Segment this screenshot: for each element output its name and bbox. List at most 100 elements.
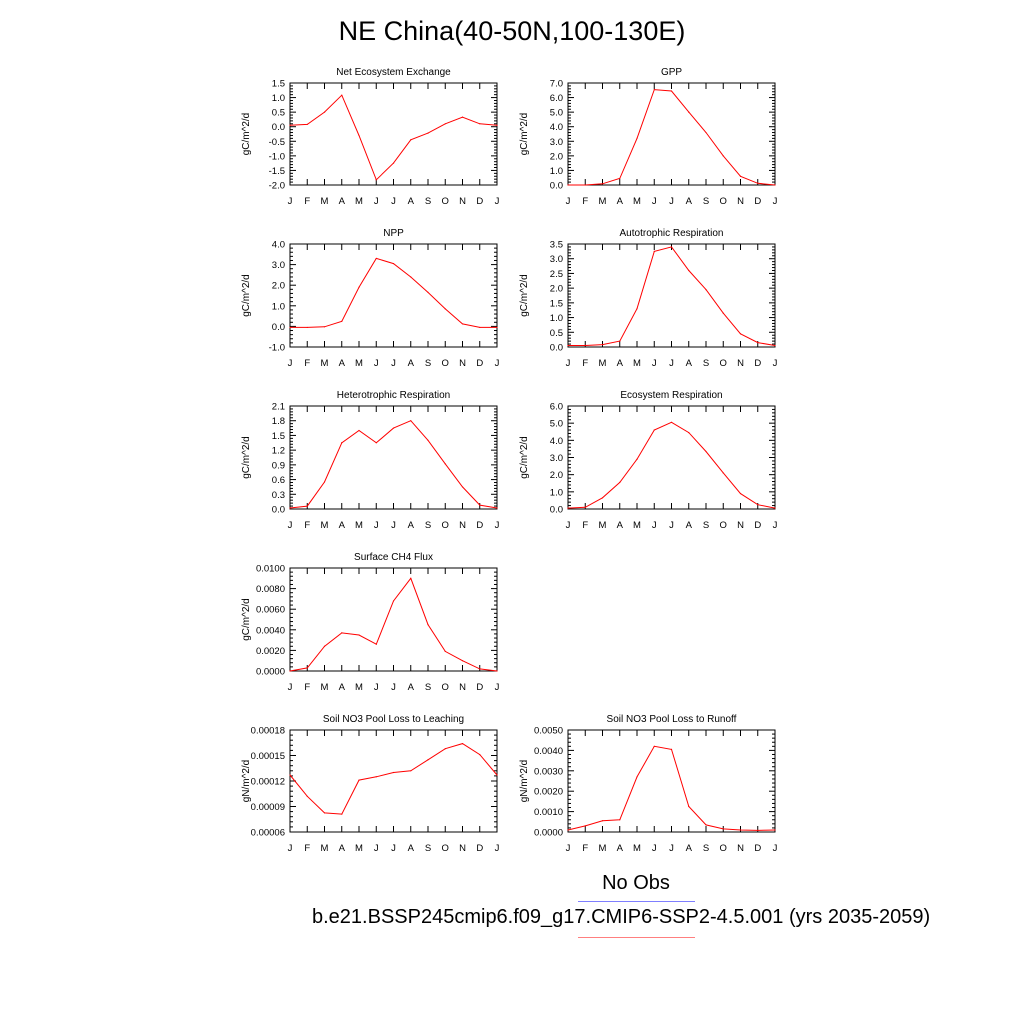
x-tick-label: A bbox=[339, 358, 346, 369]
x-tick-label: A bbox=[686, 358, 693, 369]
data-point bbox=[653, 429, 655, 431]
data-point bbox=[306, 505, 308, 507]
y-tick-label: 5.0 bbox=[550, 419, 563, 430]
plot-frame bbox=[289, 82, 498, 186]
y-tick-label: 0.0080 bbox=[256, 584, 285, 595]
data-point bbox=[479, 668, 481, 670]
data-point bbox=[496, 507, 498, 509]
x-tick-label: J bbox=[391, 358, 396, 369]
data-point bbox=[688, 432, 690, 434]
x-tick-label: F bbox=[582, 843, 588, 854]
data-point bbox=[427, 439, 429, 441]
y-tick-label: -1.0 bbox=[269, 343, 285, 354]
x-tick-label: J bbox=[652, 358, 657, 369]
x-tick-label: J bbox=[773, 843, 778, 854]
y-tick-label: 0.0000 bbox=[534, 828, 563, 839]
panel-title: NPP bbox=[383, 228, 404, 239]
x-tick-label: D bbox=[476, 520, 483, 531]
data-point bbox=[670, 246, 673, 248]
data-point bbox=[739, 175, 742, 177]
data-point bbox=[636, 458, 638, 460]
y-tick-label: 0.0050 bbox=[534, 726, 563, 737]
x-tick-label: D bbox=[476, 196, 483, 207]
y-tick-label: 1.0 bbox=[550, 487, 563, 498]
x-tick-label: N bbox=[737, 843, 744, 854]
data-point bbox=[410, 420, 412, 422]
panel-title: Heterotrophic Respiration bbox=[337, 390, 450, 401]
data-point bbox=[722, 472, 724, 474]
data-point bbox=[496, 774, 498, 776]
y-tick-label: 0.0 bbox=[272, 122, 285, 133]
x-tick-label: S bbox=[703, 843, 709, 854]
plot-frame bbox=[567, 243, 776, 348]
x-tick-label: J bbox=[495, 520, 500, 531]
data-point bbox=[358, 134, 360, 137]
data-point bbox=[358, 634, 360, 636]
x-tick-label: F bbox=[582, 358, 588, 369]
data-point bbox=[653, 88, 655, 91]
x-tick-label: N bbox=[737, 358, 744, 369]
x-tick-label: D bbox=[754, 843, 761, 854]
panel-title: Ecosystem Respiration bbox=[620, 390, 722, 401]
x-tick-label: J bbox=[495, 843, 500, 854]
y-tick-label: 6.0 bbox=[550, 93, 563, 104]
data-point bbox=[461, 116, 464, 118]
data-point bbox=[375, 179, 377, 181]
data-point bbox=[636, 137, 638, 139]
series-line bbox=[568, 246, 776, 346]
data-point bbox=[410, 770, 412, 772]
x-tick-label: J bbox=[391, 196, 396, 207]
x-tick-label: S bbox=[425, 682, 431, 693]
x-tick-label: A bbox=[686, 196, 693, 207]
x-tick-label: M bbox=[321, 196, 329, 207]
chart-panel: Ecosystem Respiration gC/m^2/d 0.0 1.0 2.0 3.… bbox=[519, 390, 778, 531]
x-tick-label: A bbox=[617, 196, 624, 207]
data-point bbox=[341, 442, 343, 444]
y-tick-label: 4.0 bbox=[550, 122, 563, 133]
data-point bbox=[410, 276, 412, 278]
data-point bbox=[461, 323, 464, 325]
data-point bbox=[375, 776, 377, 778]
y-tick-label: 0.0000 bbox=[256, 667, 285, 678]
y-tick-label: 0.0020 bbox=[256, 646, 285, 657]
y-tick-label: 1.5 bbox=[272, 431, 285, 442]
x-tick-label: J bbox=[773, 196, 778, 207]
data-point bbox=[757, 504, 759, 506]
x-tick-label: M bbox=[633, 520, 641, 531]
data-point bbox=[392, 162, 395, 164]
y-axis-label: gN/m^2/d bbox=[241, 760, 252, 803]
data-point bbox=[653, 745, 655, 747]
y-tick-label: 0.0030 bbox=[534, 766, 563, 777]
x-tick-label: J bbox=[374, 196, 379, 207]
chart-panel: Surface CH4 Flux gC/m^2/d 0.0000 0.0020 0.00… bbox=[241, 552, 500, 693]
x-tick-label: J bbox=[652, 843, 657, 854]
x-tick-label: J bbox=[391, 843, 396, 854]
data-point bbox=[479, 504, 481, 506]
y-tick-label: 0.5 bbox=[550, 328, 563, 339]
x-tick-label: M bbox=[355, 520, 363, 531]
plot-frame bbox=[567, 82, 776, 186]
x-tick-label: J bbox=[773, 520, 778, 531]
y-tick-label: 6.0 bbox=[550, 402, 563, 413]
x-tick-label: J bbox=[288, 196, 293, 207]
y-tick-label: 3.0 bbox=[272, 260, 285, 271]
x-tick-label: A bbox=[686, 843, 693, 854]
y-tick-label: 2.0 bbox=[550, 470, 563, 481]
x-tick-label: S bbox=[425, 843, 431, 854]
data-point bbox=[688, 805, 690, 808]
x-tick-label: J bbox=[495, 682, 500, 693]
data-point bbox=[444, 650, 446, 653]
panel-title: Soil NO3 Pool Loss to Leaching bbox=[323, 714, 464, 725]
data-point bbox=[341, 632, 343, 634]
data-point bbox=[601, 820, 604, 822]
x-tick-label: M bbox=[633, 843, 641, 854]
x-tick-label: D bbox=[476, 358, 483, 369]
x-tick-label: N bbox=[737, 520, 744, 531]
x-tick-label: A bbox=[408, 843, 415, 854]
x-tick-label: A bbox=[686, 520, 693, 531]
data-point bbox=[289, 670, 291, 672]
data-point bbox=[567, 829, 569, 831]
x-tick-label: S bbox=[425, 520, 431, 531]
